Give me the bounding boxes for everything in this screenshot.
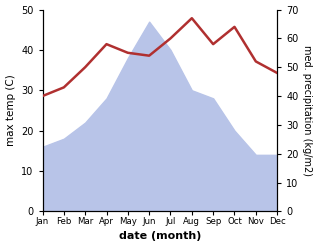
Y-axis label: med. precipitation (kg/m2): med. precipitation (kg/m2) bbox=[302, 45, 313, 176]
X-axis label: date (month): date (month) bbox=[119, 231, 201, 242]
Y-axis label: max temp (C): max temp (C) bbox=[5, 75, 16, 146]
